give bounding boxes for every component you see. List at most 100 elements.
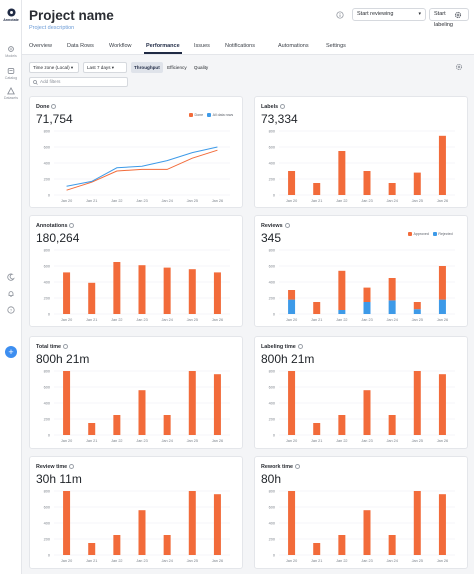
y-tick-label: 200 (269, 417, 275, 421)
sidebar-item-datasets[interactable]: Datasets (0, 87, 22, 100)
help-button[interactable]: ? (0, 306, 22, 314)
bar (113, 535, 121, 555)
add-fab-button[interactable]: + (5, 346, 17, 358)
project-description: Project description (29, 25, 75, 31)
settings-gear-icon[interactable] (454, 11, 462, 19)
y-tick-label: 0 (48, 553, 50, 557)
y-tick-label: 800 (269, 489, 275, 493)
info-icon[interactable] (284, 223, 290, 229)
segment-quality[interactable]: Quality (193, 65, 209, 70)
x-tick-label: Jan 21 (86, 199, 97, 203)
chart-settings-icon[interactable] (455, 63, 463, 71)
y-tick-label: 600 (269, 505, 275, 509)
card-title-text: Labels (261, 104, 279, 110)
x-tick-label: Jan 26 (437, 439, 448, 443)
info-icon[interactable] (63, 344, 69, 350)
segment-efficiency[interactable]: Efficiency (167, 65, 187, 70)
chart-legend: Done All data rows (186, 113, 233, 118)
tab-data-rows[interactable]: Data Rows (67, 43, 94, 49)
card-title: Review time (36, 464, 75, 470)
x-tick-label: Jan 20 (61, 318, 72, 322)
bar (163, 415, 171, 435)
x-tick-label: Jan 22 (111, 439, 122, 443)
info-icon[interactable] (280, 104, 286, 110)
sidebar-item-label: Annotate (3, 18, 19, 22)
tab-automations[interactable]: Automations (278, 43, 309, 49)
sidebar-item-catalog[interactable]: Catalog (0, 67, 22, 80)
bar (338, 151, 346, 195)
bar-segment (388, 278, 396, 301)
add-filters-input[interactable]: Add filters (29, 77, 128, 87)
card-value: 800h 21m (261, 352, 315, 366)
segment-throughput[interactable]: Throughput (131, 62, 163, 73)
x-tick-label: Jan 20 (286, 199, 297, 203)
info-icon[interactable] (69, 464, 75, 470)
tab-workflow[interactable]: Workflow (109, 43, 132, 49)
bar (413, 491, 421, 555)
notifications-button[interactable] (0, 290, 22, 298)
y-tick-label: 400 (269, 521, 275, 525)
info-icon[interactable] (51, 104, 57, 110)
filter-placeholder: Add filters (40, 79, 61, 84)
date-range-select[interactable]: Last 7 days ▾ (83, 62, 127, 73)
x-tick-label: Jan 22 (111, 559, 122, 563)
x-tick-label: Jan 23 (361, 318, 372, 322)
bar (213, 494, 221, 555)
bar-segment (413, 309, 421, 314)
bar-segment (388, 300, 396, 314)
card-total-time: Total time 800h 21m 0 200 400 600 800 Jan 20 J… (29, 336, 243, 449)
x-tick-label: Jan 26 (212, 559, 223, 563)
bell-icon (8, 291, 14, 297)
bar (163, 267, 171, 314)
x-tick-label: Jan 20 (286, 439, 297, 443)
timezone-select[interactable]: Time zone (Local) ▾ (29, 62, 79, 73)
tab-issues[interactable]: Issues (194, 43, 210, 49)
x-tick-label: Jan 21 (86, 439, 97, 443)
sidebar-item-annotate[interactable]: Annotate (0, 8, 22, 22)
bar (363, 171, 371, 195)
x-tick-label: Jan 21 (311, 318, 322, 322)
bar (138, 265, 146, 314)
x-tick-label: Jan 25 (412, 439, 423, 443)
card-title-text: Review time (36, 464, 68, 470)
start-reviewing-button[interactable]: Start reviewing ▾ (352, 8, 426, 21)
y-tick-label: 0 (273, 193, 275, 197)
theme-toggle[interactable] (0, 273, 22, 281)
card-value: 345 (261, 231, 282, 245)
card-title-text: Total time (36, 344, 62, 350)
x-tick-label: Jan 21 (311, 439, 322, 443)
bar (388, 535, 396, 555)
x-tick-label: Jan 22 (336, 559, 347, 563)
y-tick-label: 800 (269, 248, 275, 252)
info-icon[interactable] (295, 464, 301, 470)
tab-notifications[interactable]: Notifications (225, 43, 255, 49)
info-icon[interactable] (297, 344, 303, 350)
sidebar-item-models[interactable]: Models (0, 45, 22, 58)
performance-toolbar: Time zone (Local) ▾ Last 7 days ▾ Throug… (29, 62, 469, 90)
y-tick-label: 400 (269, 161, 275, 165)
y-tick-label: 600 (44, 505, 50, 509)
x-tick-label: Jan 25 (412, 318, 423, 322)
card-value: 71,754 (36, 112, 73, 126)
x-tick-label: Jan 24 (386, 559, 397, 563)
x-tick-label: Jan 23 (361, 439, 372, 443)
legend-swatch (207, 113, 212, 118)
tab-performance[interactable]: Performance (144, 43, 182, 54)
tab-overview[interactable]: Overview (29, 43, 52, 49)
logo-icon (6, 8, 16, 17)
gear-icon (8, 46, 14, 52)
warning-icon (7, 87, 15, 95)
y-tick-label: 200 (44, 177, 50, 181)
sidebar-item-label: Models (5, 54, 17, 58)
card-done: Done 71,754 Done All data rows 0 200 400 60… (29, 96, 243, 208)
x-tick-label: Jan 22 (336, 439, 347, 443)
start-labeling-button[interactable]: Start labeling (429, 8, 469, 28)
info-icon[interactable] (69, 223, 75, 229)
bar (363, 390, 371, 435)
tab-settings[interactable]: Settings (326, 43, 346, 49)
info-icon[interactable] (336, 11, 344, 19)
x-tick-label: Jan 26 (437, 318, 448, 322)
bar (288, 171, 296, 195)
y-tick-label: 800 (44, 129, 50, 133)
bar-segment (338, 310, 346, 314)
